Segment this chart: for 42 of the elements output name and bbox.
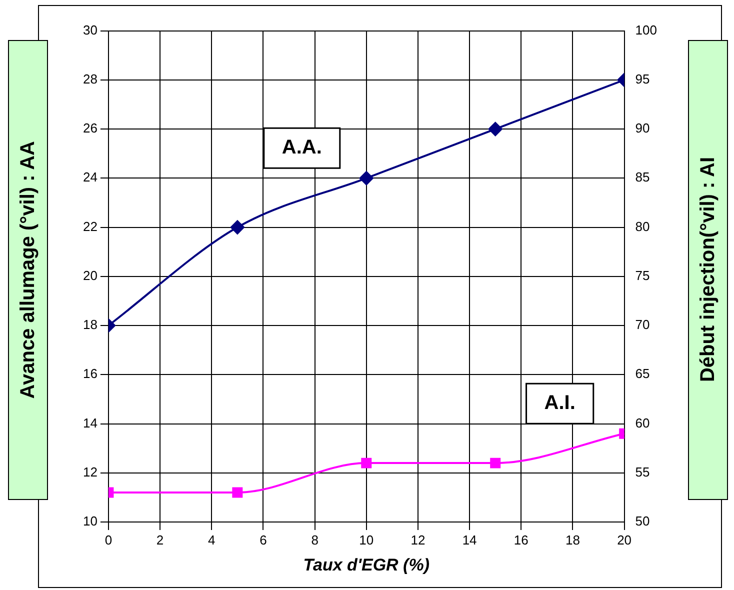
series-label: A.I. — [544, 392, 576, 414]
x-tick-label: 6 — [260, 532, 267, 548]
x-tick-label: 2 — [156, 532, 164, 548]
y2-tick-label: 55 — [635, 464, 650, 480]
y2-tick-label: 60 — [635, 415, 650, 430]
y-tick-label: 14 — [82, 415, 98, 430]
x-tick-label: 20 — [617, 532, 632, 548]
y-tick-label: 26 — [82, 120, 98, 136]
y2-axis-title: Début injection(°vil) : AI — [696, 157, 720, 383]
series-label: A.A. — [282, 136, 322, 159]
y2-tick-label: 85 — [635, 170, 650, 185]
y2-tick-label: 50 — [635, 514, 650, 529]
y2-tick-label: 90 — [635, 120, 650, 136]
y2-tick-label: 95 — [635, 72, 650, 86]
x-tick-label: 4 — [208, 532, 216, 548]
point — [359, 171, 374, 186]
y-axis-title: Avance allumage (°vil) : AA — [16, 141, 40, 399]
y-tick-label: 10 — [82, 514, 98, 529]
y-tick-label: 16 — [82, 366, 98, 382]
x-tick-label: 8 — [311, 532, 318, 548]
y-tick-label: 12 — [82, 464, 98, 480]
y2-tick-label: 75 — [635, 268, 650, 283]
y-tick-label: 28 — [82, 72, 98, 86]
y2-tick-label: 70 — [635, 317, 650, 332]
y-tick-label: 20 — [82, 268, 98, 283]
x-tick-label: 0 — [104, 532, 112, 548]
point — [490, 458, 501, 468]
y-tick-label: 24 — [82, 170, 98, 185]
y2-tick-label: 80 — [635, 218, 650, 234]
y2-tick-label: 100 — [635, 22, 658, 38]
x-axis-title: Taux d'EGR (%) — [303, 555, 430, 574]
y-tick-label: 22 — [82, 218, 98, 234]
x-tick-label: 14 — [462, 532, 477, 548]
y-tick-label: 30 — [82, 22, 98, 38]
y2-tick-label: 65 — [635, 366, 650, 382]
y-tick-label: 18 — [82, 317, 98, 332]
x-tick-label: 16 — [514, 532, 528, 548]
point — [361, 458, 372, 468]
point — [232, 487, 243, 498]
x-tick-label: 10 — [359, 532, 374, 548]
x-tick-label: 18 — [565, 532, 580, 548]
x-tick-label: 12 — [410, 532, 426, 548]
